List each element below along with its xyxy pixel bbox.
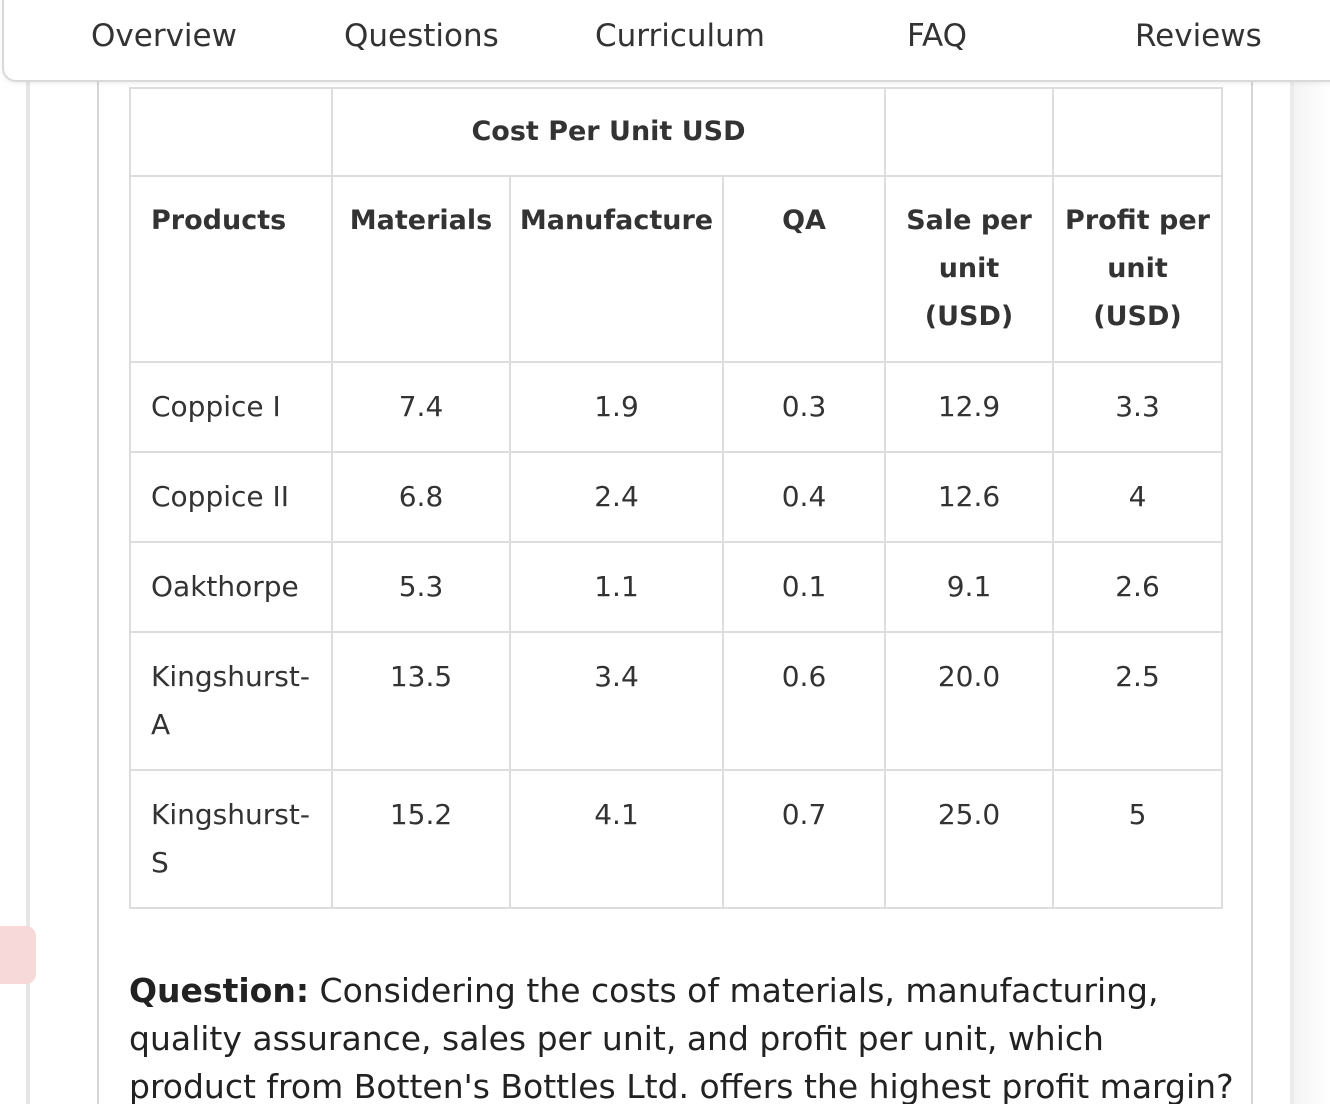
tab-questions[interactable]: Questions	[344, 18, 499, 54]
product-name-cell: Coppice II	[129, 451, 333, 543]
page-frame-right	[1290, 0, 1294, 1104]
profit-cell: 5	[1052, 769, 1223, 909]
question-text: Question: Considering the costs of mater…	[129, 967, 1239, 1104]
product-name-cell: Oakthorpe	[129, 541, 333, 633]
profit-cell: 3.3	[1052, 361, 1223, 453]
tab-faq[interactable]: FAQ	[907, 18, 968, 54]
profit-header-line: Profit per	[1065, 205, 1210, 236]
manufacture-cell: 1.1	[509, 541, 724, 633]
table-group-header-row: Cost Per Unit USD	[129, 87, 1223, 177]
sale-header-line: Sale per	[906, 205, 1032, 236]
product-name: Kingshurst-	[151, 798, 310, 831]
cost-table: Cost Per Unit USD Products Materials Man…	[129, 87, 1223, 909]
materials-cell: 13.5	[331, 631, 511, 771]
sale-cell: 9.1	[884, 541, 1054, 633]
qa-cell: 0.7	[722, 769, 886, 909]
tab-overview[interactable]: Overview	[91, 18, 237, 54]
page-frame-left	[26, 0, 30, 1104]
materials-cell: 7.4	[331, 361, 511, 453]
product-name: Coppice I	[151, 390, 281, 423]
materials-cell: 5.3	[331, 541, 511, 633]
page-frame-shadow	[1294, 0, 1330, 1104]
tab-curriculum[interactable]: Curriculum	[595, 18, 766, 54]
product-name-continued: S	[151, 846, 169, 879]
manufacture-cell: 3.4	[509, 631, 724, 771]
product-name: Oakthorpe	[151, 570, 299, 603]
product-name-cell: Coppice I	[129, 361, 333, 453]
product-name: Kingshurst-	[151, 660, 310, 693]
sale-cell: 12.9	[884, 361, 1054, 453]
profit-header-line: (USD)	[1093, 301, 1182, 332]
column-header-products: Products	[129, 175, 333, 363]
table-header-empty	[884, 87, 1054, 177]
profit-cell: 2.5	[1052, 631, 1223, 771]
product-name-continued: A	[151, 708, 171, 741]
tab-bar: Overview Questions Curriculum FAQ Review…	[2, 0, 1330, 82]
table-header-empty	[129, 87, 333, 177]
table-row: Oakthorpe 5.3 1.1 0.1 9.1 2.6	[129, 541, 1223, 633]
profit-cell: 4	[1052, 451, 1223, 543]
table-header-empty	[1052, 87, 1223, 177]
table-row: Kingshurst- A 13.5 3.4 0.6 20.0 2.5	[129, 631, 1223, 771]
column-header-sale-per-unit: Sale per unit (USD)	[884, 175, 1054, 363]
column-header-manufacture: Manufacture	[509, 175, 724, 363]
cost-group-header: Cost Per Unit USD	[331, 87, 886, 177]
question-body: Considering the costs of materials, manu…	[129, 971, 1234, 1104]
column-header-materials: Materials	[331, 175, 511, 363]
table-row: Coppice I 7.4 1.9 0.3 12.9 3.3	[129, 361, 1223, 453]
manufacture-cell: 2.4	[509, 451, 724, 543]
materials-cell: 6.8	[331, 451, 511, 543]
materials-cell: 15.2	[331, 769, 511, 909]
qa-cell: 0.6	[722, 631, 886, 771]
sale-header-line: (USD)	[924, 301, 1014, 332]
table-row: Coppice II 6.8 2.4 0.4 12.6 4	[129, 451, 1223, 543]
manufacture-cell: 1.9	[509, 361, 724, 453]
sale-cell: 12.6	[884, 451, 1054, 543]
product-name-cell: Kingshurst- A	[129, 631, 333, 771]
column-header-profit-per-unit: Profit per unit (USD)	[1052, 175, 1223, 363]
product-name-cell: Kingshurst- S	[129, 769, 333, 909]
profit-cell: 2.6	[1052, 541, 1223, 633]
table-column-header-row: Products Materials Manufacture QA Sale p…	[129, 175, 1223, 363]
question-label: Question:	[129, 971, 310, 1010]
qa-cell: 0.3	[722, 361, 886, 453]
qa-cell: 0.4	[722, 451, 886, 543]
manufacture-cell: 4.1	[509, 769, 724, 909]
sale-cell: 25.0	[884, 769, 1054, 909]
sale-header-line: unit	[938, 253, 1000, 284]
profit-header-line: unit	[1107, 253, 1168, 284]
side-marker	[0, 926, 36, 984]
sale-cell: 20.0	[884, 631, 1054, 771]
product-name: Coppice II	[151, 480, 290, 513]
tab-reviews[interactable]: Reviews	[1135, 18, 1262, 54]
column-header-qa: QA	[722, 175, 886, 363]
qa-cell: 0.1	[722, 541, 886, 633]
table-row: Kingshurst- S 15.2 4.1 0.7 25.0 5	[129, 769, 1223, 909]
